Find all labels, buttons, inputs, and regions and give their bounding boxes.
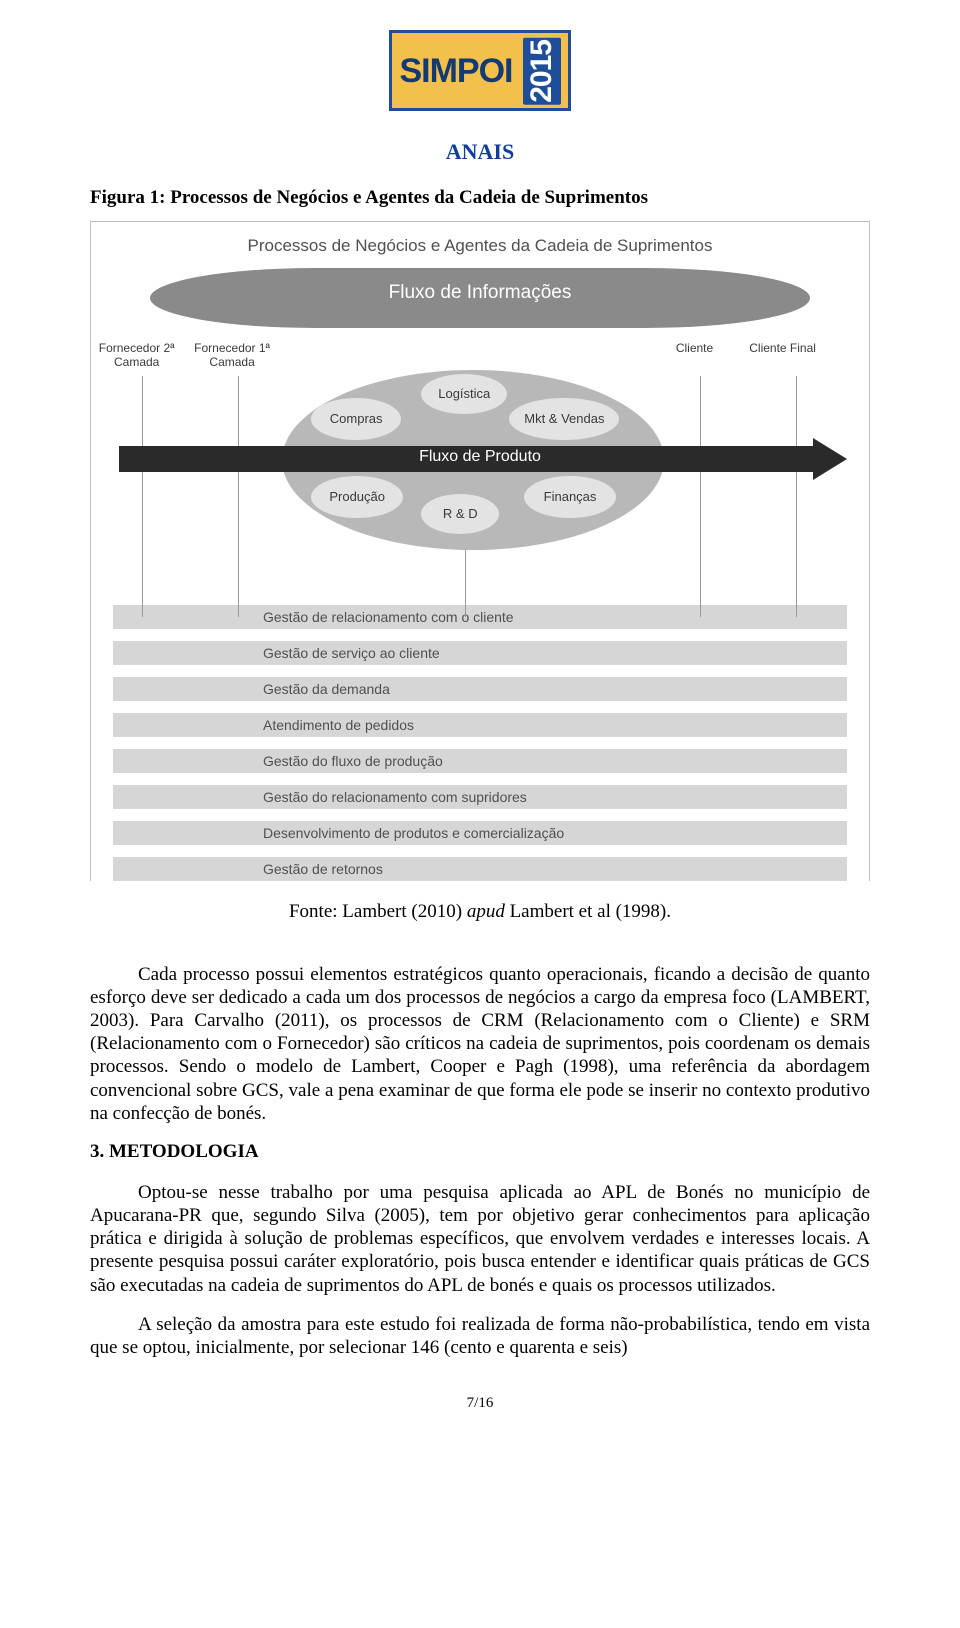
- process-bubble: Produção: [311, 476, 403, 518]
- info-flow-label: Fluxo de Informações: [113, 282, 847, 304]
- process-row: Atendimento de pedidos: [113, 713, 847, 737]
- actor-label: Fornecedor 1ªCamada: [187, 342, 277, 370]
- process-bubble: Logística: [421, 374, 507, 414]
- product-flow-arrow: Fluxo de Produto: [113, 446, 847, 472]
- paragraph-1: Cada processo possui elementos estratégi…: [90, 963, 870, 1125]
- process-row: Gestão do relacionamento com supridores: [113, 785, 847, 809]
- actor-label: Cliente: [650, 342, 740, 356]
- section-3-heading: 3. METODOLOGIA: [90, 1141, 870, 1163]
- source-apud: apud: [467, 901, 505, 922]
- process-row: Desenvolvimento de produtos e comerciali…: [113, 821, 847, 845]
- figure-source: Fonte: Lambert (2010) apud Lambert et al…: [90, 901, 870, 923]
- process-list: Gestão de relacionamento com o clienteGe…: [113, 605, 847, 881]
- process-bubble: Mkt & Vendas: [509, 398, 619, 440]
- diagram-title: Processos de Negócios e Agentes da Cadei…: [113, 236, 847, 256]
- logo-text: SIMPOI: [399, 52, 518, 91]
- actor-label: Cliente Final: [738, 342, 828, 356]
- source-prefix: Fonte: Lambert (2010): [289, 901, 467, 922]
- process-bubble: Finanças: [524, 476, 616, 518]
- paragraph-3: A seleção da amostra para este estudo fo…: [90, 1313, 870, 1359]
- anais-heading: ANAIS: [90, 139, 870, 165]
- page-number: 7/16: [90, 1395, 870, 1412]
- logo-container: SIMPOI 2015: [90, 30, 870, 111]
- product-flow-label: Fluxo de Produto: [113, 448, 847, 466]
- process-bubble: R & D: [421, 494, 499, 534]
- paragraph-2: Optou-se nesse trabalho por uma pesquisa…: [90, 1181, 870, 1297]
- actor-label: Fornecedor 2ªCamada: [92, 342, 182, 370]
- process-row: Gestão de retornos: [113, 857, 847, 881]
- info-flow-band: Fluxo de Informações: [113, 268, 847, 328]
- actors-area: Logística Compras Mkt & Vendas Produção R & …: [113, 342, 847, 587]
- figure-caption: Figura 1: Processos de Negócios e Agente…: [90, 187, 870, 209]
- simpoi-logo: SIMPOI 2015: [389, 30, 570, 111]
- supply-chain-diagram: Processos de Negócios e Agentes da Cadei…: [90, 221, 870, 881]
- logo-year-badge: 2015: [523, 38, 561, 105]
- source-suffix: Lambert et al (1998).: [505, 901, 671, 922]
- process-bubble: Compras: [311, 398, 401, 440]
- process-row: Gestão da demanda: [113, 677, 847, 701]
- process-row: Gestão do fluxo de produção: [113, 749, 847, 773]
- process-row: Gestão de serviço ao cliente: [113, 641, 847, 665]
